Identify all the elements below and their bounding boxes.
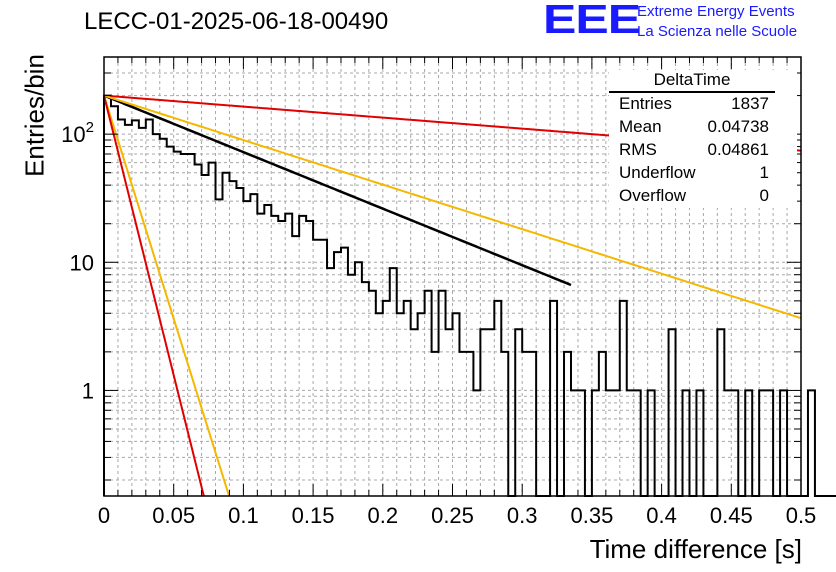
x-tick-label: 0.2 <box>368 503 399 528</box>
eee-logo: EEE <box>543 0 641 42</box>
y-axis-label: Entries/bin <box>19 54 50 177</box>
axes: 0 0.05 0.1 0.15 0.2 0.25 0.3 0.35 0.4 0.45 0.51101… <box>61 56 817 528</box>
x-tick-label: 0.35 <box>570 503 613 528</box>
stats-key: Overflow <box>619 186 687 205</box>
stats-box: DeltaTime Entries 1837 Mean 0.04738 RMS … <box>609 70 797 208</box>
stats-title: DeltaTime <box>609 70 775 93</box>
x-tick-label: 0 <box>98 503 110 528</box>
logo-line-1: Extreme Energy Events <box>637 3 795 20</box>
logo-line-2: La Scienza nelle Scuole <box>637 23 798 40</box>
stats-row-mean: Mean 0.04738 <box>609 116 797 139</box>
fit-curve <box>103 95 231 497</box>
stats-row-rms: RMS 0.04861 <box>609 139 797 162</box>
stats-value: 1 <box>759 163 769 182</box>
stats-value: 0 <box>759 186 769 205</box>
x-tick-label: 0.45 <box>710 503 753 528</box>
stats-value: 0.04738 <box>707 117 769 136</box>
fit-curve <box>103 94 572 287</box>
x-tick-label: 0.3 <box>507 503 538 528</box>
y-tick-label: 1 <box>82 378 94 403</box>
stats-row-underflow: Underflow 1 <box>609 162 797 185</box>
stats-row-overflow: Overflow 0 <box>609 185 797 208</box>
x-tick-label: 0.4 <box>646 503 677 528</box>
fit-curve <box>103 94 802 320</box>
x-tick-label: 0.1 <box>228 503 259 528</box>
stats-key: Mean <box>619 117 662 136</box>
x-tick-label: 0.5 <box>786 503 817 528</box>
fit-curve <box>103 95 205 497</box>
x-tick-label: 0.15 <box>292 503 335 528</box>
x-tick-label: 0.25 <box>431 503 474 528</box>
stats-key: Underflow <box>619 163 696 182</box>
chart-title: LECC-01-2025-06-18-00490 <box>84 8 389 35</box>
stats-key: Entries <box>619 94 672 113</box>
stats-value: 0.04861 <box>707 140 769 159</box>
x-axis-label: Time difference [s] <box>589 534 802 564</box>
y-tick-label: 10 <box>70 250 94 275</box>
stats-row-entries: Entries 1837 <box>609 93 797 116</box>
stats-value: 1837 <box>731 94 769 113</box>
stats-key: RMS <box>619 140 657 159</box>
y-tick-label: 102 <box>61 119 94 147</box>
x-tick-label: 0.05 <box>152 503 195 528</box>
